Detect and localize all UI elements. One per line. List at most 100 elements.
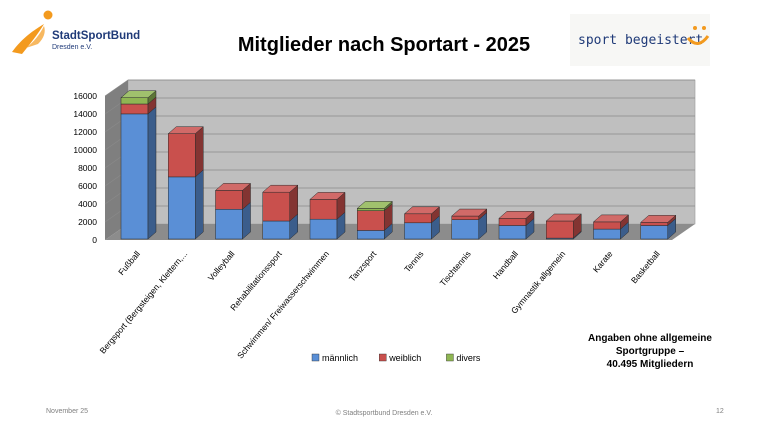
sport-begeistert-logo: sport begeistert [570, 14, 710, 66]
bar-front [357, 210, 385, 231]
legend-label: divers [456, 353, 481, 363]
footer-copyright: © Stadtsportbund Dresden e.V. [335, 410, 433, 417]
bar-front [120, 97, 149, 105]
bar-front [451, 219, 479, 240]
bar-front [451, 215, 479, 220]
x-tick-label: Handball [491, 249, 520, 281]
bar-side [147, 106, 157, 240]
bar-front [357, 208, 385, 211]
chart-note: Angaben ohne allgemeine Sportgruppe – 40… [560, 332, 740, 371]
bar-top [356, 201, 393, 209]
runner-icon [12, 10, 53, 54]
x-tick-label: Tennis [402, 249, 425, 274]
footer-page-number: 12 [716, 408, 724, 415]
x-tick-label: Rehabilitationssport [228, 248, 284, 312]
bar-segment-weiblich [498, 210, 535, 227]
logo-left-line2: Dresden e.V. [52, 44, 92, 51]
bar-segment-divers [356, 200, 393, 212]
bar-front [215, 190, 243, 210]
plot-area: 0200040006000800010000120001400016000Fuß… [73, 79, 696, 361]
bar-front [120, 113, 149, 240]
footer-date: November 25 [46, 408, 89, 415]
x-tick-label: Gymnastik allgemein [509, 249, 568, 316]
bar-top [592, 214, 630, 223]
bar-top [120, 90, 157, 98]
legend-label: männlich [322, 353, 358, 363]
y-tick-label: 0 [92, 235, 97, 245]
legend-swatch-männlich [311, 353, 320, 362]
bar-top [640, 215, 677, 223]
bar-top [498, 211, 535, 219]
y-tick-label: 10000 [73, 145, 97, 155]
bar-top [262, 184, 299, 193]
y-tick-label: 8000 [78, 163, 97, 173]
bar-segment-weiblich [640, 214, 677, 227]
bar-segment-weiblich [451, 208, 488, 221]
x-tick-label: Volleyball [206, 249, 237, 283]
bar-segment-divers [120, 90, 157, 105]
bar-segment-weiblich [592, 214, 630, 230]
page-title: Mitglieder nach Sportart - 2025 [237, 34, 531, 56]
logo-right-text: sport begeistert [578, 33, 703, 48]
bar-front [498, 218, 527, 226]
smiley-icon [686, 26, 710, 45]
note-line2: Sportgruppe – [615, 346, 685, 357]
bar-segment-männlich [640, 217, 676, 240]
bar-side [195, 126, 204, 178]
bar-segment-weiblich [262, 184, 299, 222]
bar-segment-weiblich [214, 182, 252, 210]
x-tick-label: Fußball [116, 249, 142, 277]
x-tick-label: Tischtennis [438, 249, 473, 288]
bar-front [168, 176, 196, 240]
legend-swatch-divers [446, 353, 454, 362]
bar-front [640, 225, 668, 240]
bar-front [640, 222, 668, 226]
bar-front [262, 191, 290, 222]
bar-front [546, 220, 574, 239]
y-tick-label: 2000 [78, 217, 97, 227]
bar-front [309, 218, 338, 240]
bar-segment-weiblich [545, 213, 582, 239]
bar-front [593, 221, 621, 230]
bar-top [451, 208, 488, 217]
bar-top [214, 183, 252, 191]
x-tick-label: Karate [591, 249, 615, 275]
x-tick-label: Basketball [629, 249, 662, 286]
bar-segment-männlich [120, 106, 157, 240]
y-tick-label: 6000 [78, 181, 97, 191]
x-tick-label: Tanzsport [347, 248, 379, 283]
note-line1: Angaben ohne allgemeine [588, 333, 712, 344]
bar-top [309, 192, 346, 200]
y-tick-label: 12000 [73, 127, 97, 137]
bar-top [167, 126, 204, 134]
y-tick-label: 14000 [73, 109, 97, 119]
bar-segment-weiblich [403, 206, 441, 224]
legend-label: weiblich [388, 353, 421, 363]
bar-front [404, 222, 432, 240]
bar-front [498, 225, 527, 240]
gridline-side [104, 79, 129, 97]
bar-front [262, 220, 290, 240]
bar-front [404, 213, 432, 224]
bar-segment-männlich [168, 169, 204, 240]
bar-top [403, 206, 441, 215]
bar-front [168, 133, 196, 178]
bar-segment-männlich [309, 211, 346, 240]
logo-left-line1: StadtSportBund [52, 30, 140, 42]
bar-front [357, 230, 385, 240]
bar-segment-weiblich [167, 126, 204, 178]
bar-segment-weiblich [309, 191, 346, 220]
legend: männlich weiblich divers [311, 353, 481, 363]
bar-front [593, 228, 621, 240]
legend-swatch-weiblich [379, 353, 387, 362]
note-line3: 40.495 Mitgliedern [606, 359, 694, 370]
bar-front [215, 209, 243, 240]
bar-side [195, 169, 204, 240]
x-tick-label: Schwimmen/ Freiwasserschwimmen [235, 249, 331, 361]
y-tick-label: 16000 [73, 91, 97, 101]
y-tick-label: 4000 [78, 199, 97, 209]
bar-front [120, 103, 149, 115]
bar-front [309, 199, 338, 220]
